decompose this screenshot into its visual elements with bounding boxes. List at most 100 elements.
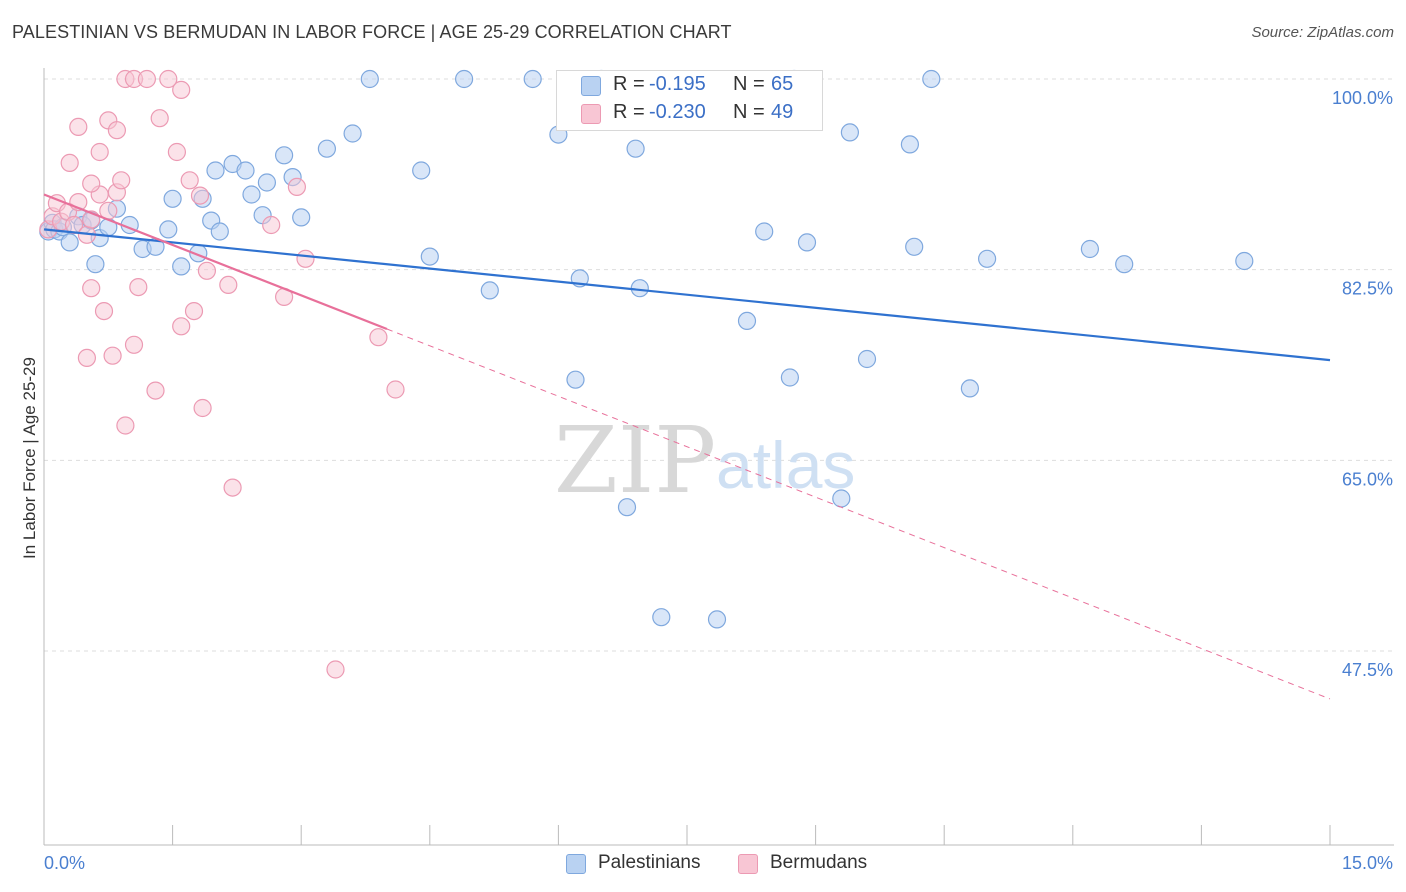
- point-bermudans: [77, 348, 97, 367]
- legend-n-value-palestinians: 65: [771, 73, 794, 95]
- trend-line-bermudans: [43, 193, 388, 331]
- point-bermudans: [369, 328, 388, 347]
- point-palestinians: [707, 610, 727, 629]
- x-tick-label: 0.0%: [44, 853, 85, 873]
- point-bermudans: [172, 317, 191, 336]
- point-bermudans: [159, 69, 178, 89]
- point-bermudans: [129, 278, 148, 297]
- point-palestinians: [755, 222, 774, 241]
- trend-lines: [43, 193, 1331, 700]
- legend-swatch-bermudans: [738, 854, 758, 874]
- point-bermudans: [326, 660, 345, 679]
- y-axis-title: In Labor Force | Age 25-29: [20, 357, 39, 559]
- series-palestinians: [39, 69, 1254, 629]
- point-palestinians: [840, 123, 860, 142]
- watermark-atlas: atlas: [716, 428, 855, 502]
- point-palestinians: [343, 124, 362, 143]
- point-palestinians: [1080, 239, 1100, 259]
- point-palestinians: [86, 255, 105, 274]
- point-palestinians: [242, 185, 261, 204]
- point-palestinians: [1115, 255, 1134, 274]
- point-bermudans: [137, 69, 156, 89]
- point-bermudans: [193, 398, 212, 418]
- point-palestinians: [977, 249, 997, 268]
- legend-row-palestinians: R = -0.195 N = 65: [557, 73, 822, 99]
- point-bermudans: [197, 261, 216, 280]
- point-bermudans: [94, 302, 114, 321]
- point-palestinians: [236, 161, 255, 180]
- legend-n-value-bermudans: 49: [771, 101, 794, 123]
- point-palestinians: [412, 161, 431, 180]
- point-bermudans: [150, 109, 169, 128]
- legend-label-bermudans: Bermudans: [770, 852, 868, 873]
- point-palestinians: [455, 69, 474, 89]
- y-tick-label: 65.0%: [1342, 469, 1393, 489]
- point-palestinians: [900, 135, 920, 154]
- correlation-legend: R = -0.195 N = 65 R = -0.230 N = 49: [556, 70, 823, 131]
- chart-source: Source: ZipAtlas.com: [1251, 24, 1394, 41]
- point-palestinians: [617, 498, 637, 517]
- point-palestinians: [797, 233, 817, 252]
- point-palestinians: [172, 257, 191, 276]
- point-palestinians: [163, 189, 182, 208]
- watermark-zip: ZIP: [554, 407, 716, 514]
- point-bermudans: [167, 142, 186, 162]
- series-bermudans: [39, 69, 405, 679]
- legend-swatch-bermudans: [581, 104, 601, 124]
- point-bermudans: [184, 302, 204, 321]
- point-palestinians: [420, 247, 439, 266]
- point-palestinians: [905, 237, 924, 256]
- point-bermudans: [116, 416, 135, 435]
- point-bermudans: [262, 215, 281, 235]
- point-palestinians: [566, 370, 585, 389]
- point-bermudans: [219, 275, 238, 294]
- trend-line-palestinians: [43, 228, 1331, 362]
- point-bermudans: [103, 346, 122, 365]
- legend-r-label: R =: [613, 101, 645, 123]
- point-palestinians: [206, 161, 225, 180]
- point-palestinians: [626, 139, 645, 158]
- point-palestinians: [960, 379, 980, 398]
- point-palestinians: [210, 222, 229, 241]
- legend-r-label: R =: [613, 73, 645, 95]
- trend-line-bermudans-dashed: [386, 328, 1331, 700]
- point-bermudans: [107, 121, 127, 140]
- point-palestinians: [630, 279, 649, 298]
- chart-title: PALESTINIAN VS BERMUDAN IN LABOR FORCE |…: [12, 22, 732, 42]
- point-bermudans: [69, 117, 88, 137]
- legend-swatch-palestinians: [566, 854, 586, 874]
- point-bermudans: [296, 249, 315, 268]
- point-bermudans: [287, 177, 306, 196]
- x-tick-label: 15.0%: [1342, 853, 1393, 873]
- axes-layer: [43, 68, 1394, 846]
- point-palestinians: [480, 281, 499, 300]
- point-bermudans: [172, 80, 191, 100]
- point-palestinians: [832, 489, 851, 508]
- legend-n-label: N =: [733, 73, 765, 95]
- point-bermudans: [82, 174, 101, 193]
- point-bermudans: [82, 279, 101, 298]
- point-palestinians: [1235, 251, 1254, 271]
- point-palestinians: [317, 139, 336, 158]
- point-bermudans: [112, 171, 131, 190]
- legend-n-label: N =: [733, 101, 765, 123]
- legend-r-value-palestinians: -0.195: [649, 73, 706, 95]
- point-palestinians: [159, 220, 178, 239]
- point-palestinians: [737, 311, 757, 330]
- point-bermudans: [386, 380, 405, 399]
- point-palestinians: [523, 69, 542, 89]
- point-palestinians: [922, 69, 941, 89]
- point-palestinians: [857, 349, 877, 369]
- point-palestinians: [60, 233, 79, 252]
- point-bermudans: [60, 153, 79, 172]
- legend-row-bermudans: R = -0.230 N = 49: [557, 101, 822, 127]
- point-palestinians: [292, 208, 311, 227]
- y-tick-label: 82.5%: [1342, 279, 1393, 299]
- point-bermudans: [190, 186, 210, 205]
- watermark: ZIP atlas: [554, 407, 855, 514]
- y-tick-label: 100.0%: [1332, 88, 1393, 108]
- y-tick-label: 47.5%: [1342, 660, 1393, 680]
- point-palestinians: [780, 368, 800, 387]
- point-bermudans: [124, 335, 144, 354]
